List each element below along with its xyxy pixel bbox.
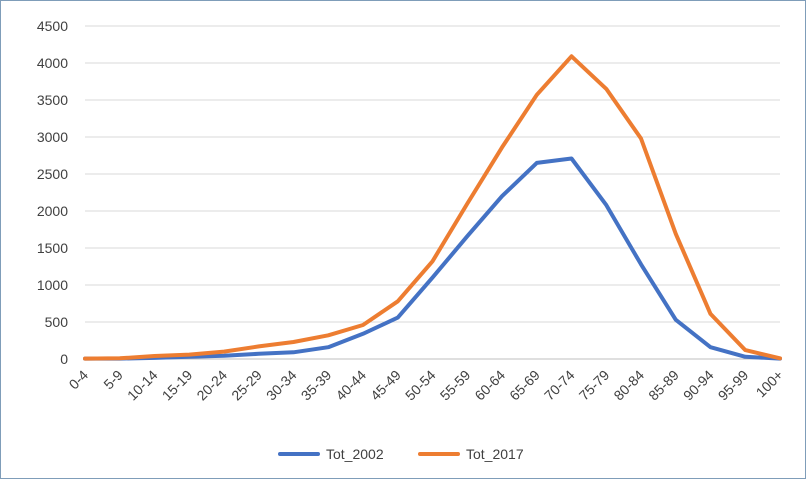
x-tick-label: 95-99 — [715, 367, 752, 404]
x-tick-label: 15-19 — [159, 367, 196, 404]
x-tick-label: 30-34 — [263, 367, 300, 404]
x-tick-label: 90-94 — [680, 367, 717, 404]
x-tick-label: 65-69 — [506, 367, 543, 404]
x-tick-label: 80-84 — [610, 367, 647, 404]
y-tick-label: 4500 — [37, 18, 68, 34]
x-tick-label: 0-4 — [65, 367, 91, 393]
legend-label: Tot_2017 — [466, 446, 524, 462]
x-tick-label: 50-54 — [402, 367, 439, 404]
x-tick-label: 10-14 — [124, 367, 161, 404]
x-tick-label: 40-44 — [332, 367, 369, 404]
y-tick-label: 2500 — [37, 166, 68, 182]
x-tick-label: 75-79 — [576, 367, 613, 404]
legend-label: Tot_2002 — [326, 446, 384, 462]
x-tick-label: 55-59 — [437, 367, 474, 404]
y-tick-label: 4000 — [37, 55, 68, 71]
y-tick-label: 3500 — [37, 92, 68, 108]
x-tick-label: 45-49 — [367, 367, 404, 404]
x-tick-label: 85-89 — [645, 367, 682, 404]
x-axis-ticks: 0-4 5-910-1415-1920-2425-2930-3435-3940-4… — [65, 367, 786, 404]
y-tick-label: 1000 — [37, 277, 68, 293]
x-tick-label: 20-24 — [193, 367, 230, 404]
series-line-tot-2017 — [83, 54, 782, 361]
y-tick-label: 3000 — [37, 129, 68, 145]
series-lines — [83, 54, 782, 361]
series-line-tot-2002 — [83, 156, 782, 361]
y-axis-ticks: 0 500 1000 1500 2000 2500 3000 3500 4000 4500 — [37, 18, 68, 367]
y-tick-label: 2000 — [37, 203, 68, 219]
x-tick-label: 35-39 — [298, 367, 335, 404]
x-tick-label: 70-74 — [541, 367, 578, 404]
x-tick-label: 5-9 — [100, 367, 126, 393]
x-tick-label: 60-64 — [471, 367, 508, 404]
x-tick-label: 100+ — [753, 367, 787, 401]
y-tick-label: 1500 — [37, 240, 68, 256]
legend: Tot_2002 Tot_2017 — [278, 446, 524, 462]
x-tick-label: 25-29 — [228, 367, 265, 404]
gridlines — [85, 25, 780, 323]
y-tick-label: 500 — [45, 314, 69, 330]
y-tick-label: 0 — [60, 351, 68, 367]
